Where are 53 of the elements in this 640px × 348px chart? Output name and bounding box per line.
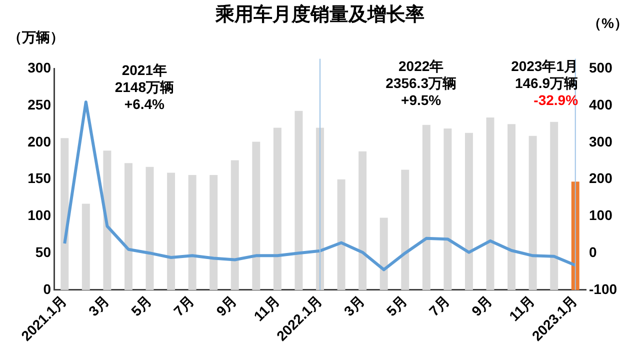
bar (337, 179, 346, 290)
bar (508, 124, 516, 290)
bar (210, 174, 218, 290)
bar (486, 117, 494, 290)
x-tick-label: 9月 (468, 292, 496, 320)
bar (103, 150, 112, 290)
bar (146, 166, 154, 290)
y2-tick-label: 500 (589, 60, 613, 76)
bar (82, 204, 90, 290)
y-tick-label: 200 (28, 133, 52, 150)
annotation: 2022年 2356.3万辆 +9.5% (386, 58, 456, 109)
x-tick-label: 3月 (340, 292, 368, 320)
bar (60, 138, 69, 290)
y-tick-label: 0 (43, 280, 52, 297)
bar (124, 163, 132, 290)
chart-title: 乘用车月度销量及增长率 (214, 4, 424, 26)
x-tick-label: 3月 (85, 292, 112, 320)
bar (550, 122, 558, 290)
y-axis-title: （万辆） (8, 28, 64, 47)
bar (252, 142, 260, 290)
bar (422, 124, 430, 290)
y2-tick-label: 200 (589, 170, 613, 186)
annotation: 2021年 2148万辆 +6.4% (114, 62, 174, 113)
y-tick-label: 100 (28, 207, 52, 224)
x-tick-label: 5月 (383, 292, 410, 320)
bar (273, 128, 282, 290)
bar (167, 172, 176, 290)
x-tick-label: 7月 (170, 292, 198, 320)
y2-tick-label: 400 (589, 96, 613, 113)
y2-axis-title: （%） (588, 14, 628, 33)
y2-tick-label: 100 (589, 207, 613, 224)
bar (294, 110, 303, 290)
x-tick-label: 11月 (250, 292, 282, 324)
y-tick-label: 150 (28, 170, 52, 186)
bar (380, 218, 388, 290)
x-tick-label: 9月 (213, 292, 240, 320)
y-tick-label: 50 (35, 244, 52, 260)
y2-tick-label: 0 (589, 244, 597, 260)
annotation: 2023年1月 146.9万辆 -32.9% (511, 58, 578, 109)
bar (188, 174, 196, 290)
y2-tick-label: -100 (589, 280, 618, 297)
bar (401, 170, 410, 290)
y-tick-label: 250 (28, 96, 52, 113)
bar (358, 151, 367, 290)
y-tick-label: 300 (28, 60, 52, 76)
bar (528, 136, 537, 290)
x-tick-label: 11月 (506, 292, 538, 324)
bar (444, 128, 452, 290)
bar (230, 160, 239, 290)
x-tick-label: 5月 (128, 292, 155, 320)
bar (464, 132, 473, 290)
x-tick-label: 7月 (426, 292, 453, 320)
y2-tick-label: 300 (589, 133, 613, 150)
